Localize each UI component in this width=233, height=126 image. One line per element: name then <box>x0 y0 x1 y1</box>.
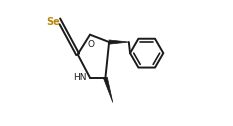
Text: O: O <box>88 40 95 49</box>
Polygon shape <box>103 77 113 102</box>
Text: HN: HN <box>73 73 87 82</box>
Text: Se: Se <box>47 17 60 27</box>
Polygon shape <box>109 40 129 44</box>
